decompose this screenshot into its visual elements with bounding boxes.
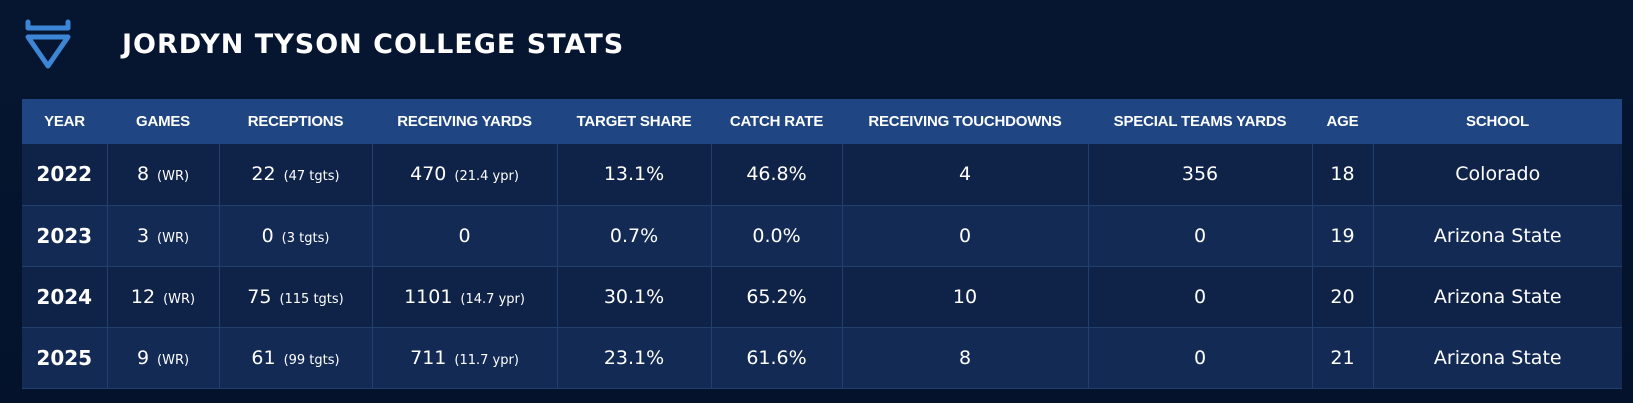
games-position-note: (WR)	[157, 352, 190, 368]
games-position-note: (WR)	[163, 291, 196, 307]
column-header-receiving-yards[interactable]: RECEIVING YARDS	[397, 113, 532, 130]
cell-age: 18	[1312, 144, 1374, 206]
games-position-note: (WR)	[157, 230, 190, 246]
cell-receiving-touchdowns: 8	[842, 327, 1089, 389]
cell-receptions: 61 (99 tgts)	[219, 327, 373, 389]
cell-special-teams-yards: 0	[1088, 266, 1313, 328]
cell-age: 19	[1312, 205, 1374, 267]
cell-year: 2022	[22, 144, 108, 206]
cell-receiving-touchdowns: 0	[842, 205, 1089, 267]
yards-value: 0	[458, 224, 471, 247]
table-row: 2024 12 (WR) 75 (115 tgts) 1101 (14.7 ypr) …	[22, 266, 1622, 328]
receptions-targets-note: (99 tgts)	[283, 352, 340, 368]
cell-receptions: 22 (47 tgts)	[219, 144, 373, 206]
column-header-games[interactable]: GAMES	[135, 113, 190, 130]
cell-school: Colorado	[1373, 144, 1622, 206]
cell-receiving-touchdowns: 10	[842, 266, 1089, 328]
cell-receiving-yards: 0	[372, 205, 558, 267]
games-value: 9	[136, 346, 150, 369]
cell-catch-rate: 65.2%	[711, 266, 843, 328]
page-header: JORDYN TYSON COLLEGE STATS	[20, 16, 624, 72]
receptions-value: 61	[251, 346, 276, 369]
cell-target-share: 0.7%	[557, 205, 712, 267]
yards-value: 711	[410, 346, 447, 369]
column-header-target-share[interactable]: TARGET SHARE	[576, 113, 692, 130]
cell-target-share: 13.1%	[557, 144, 712, 206]
receptions-value: 0	[261, 224, 274, 247]
cell-catch-rate: 46.8%	[711, 144, 843, 206]
cell-catch-rate: 0.0%	[711, 205, 843, 267]
receptions-value: 75	[247, 285, 272, 308]
table-header-row: YEAR GAMES RECEPTIONS RECEIVING YARDS TA…	[22, 99, 1622, 144]
cell-games: 3 (WR)	[107, 205, 220, 267]
yards-per-reception-note: (21.4 ypr)	[454, 169, 519, 185]
cell-school: Arizona State	[1373, 327, 1622, 389]
table-row: 2022 8 (WR) 22 (47 tgts) 470 (21.4 ypr) 13.…	[22, 144, 1622, 206]
cell-receiving-yards: 1101 (14.7 ypr)	[372, 266, 558, 328]
column-header-age[interactable]: AGE	[1326, 113, 1359, 130]
cell-school: Arizona State	[1373, 266, 1622, 328]
cell-special-teams-yards: 356	[1088, 144, 1313, 206]
table-row: 2025 9 (WR) 61 (99 tgts) 711 (11.7 ypr) 23.…	[22, 327, 1622, 389]
page-title: JORDYN TYSON COLLEGE STATS	[122, 28, 625, 60]
yards-per-reception-note: (14.7 ypr)	[460, 291, 525, 307]
cell-target-share: 23.1%	[557, 327, 712, 389]
column-header-catch-rate[interactable]: CATCH RATE	[729, 113, 824, 130]
college-stats-table: YEAR GAMES RECEPTIONS RECEIVING YARDS TA…	[22, 99, 1622, 389]
cell-age: 21	[1312, 327, 1374, 389]
cell-catch-rate: 61.6%	[711, 327, 843, 389]
shield-chevron-icon	[25, 19, 71, 69]
column-header-receptions[interactable]: RECEPTIONS	[247, 113, 344, 130]
games-value: 8	[136, 163, 150, 186]
column-header-special-teams-yards[interactable]: SPECIAL TEAMS YARDS	[1113, 113, 1287, 130]
cell-special-teams-yards: 0	[1088, 327, 1313, 389]
cell-receptions: 75 (115 tgts)	[219, 266, 373, 328]
column-header-receiving-touchdowns[interactable]: RECEIVING TOUCHDOWNS	[868, 113, 1062, 130]
games-position-note: (WR)	[157, 169, 190, 185]
yards-per-reception-note: (11.7 ypr)	[454, 352, 519, 368]
cell-receptions: 0 (3 tgts)	[219, 205, 373, 267]
receptions-value: 22	[251, 163, 276, 186]
games-value: 12	[130, 285, 156, 308]
yards-value: 1101	[404, 285, 453, 308]
cell-year: 2023	[22, 205, 108, 267]
cell-games: 12 (WR)	[107, 266, 220, 328]
cell-year: 2025	[22, 327, 108, 389]
cell-receiving-yards: 470 (21.4 ypr)	[372, 144, 558, 206]
cell-target-share: 30.1%	[557, 266, 712, 328]
cell-year: 2024	[22, 266, 108, 328]
cell-school: Arizona State	[1373, 205, 1622, 267]
receptions-targets-note: (115 tgts)	[279, 291, 344, 307]
receptions-targets-note: (47 tgts)	[283, 169, 340, 185]
cell-age: 20	[1312, 266, 1374, 328]
games-value: 3	[136, 224, 150, 247]
table-row: 2023 3 (WR) 0 (3 tgts) 0 0.7% 0.0% 0 0 19 …	[22, 205, 1622, 267]
cell-receiving-yards: 711 (11.7 ypr)	[372, 327, 558, 389]
receptions-targets-note: (3 tgts)	[281, 230, 330, 246]
cell-special-teams-yards: 0	[1088, 205, 1313, 267]
yards-value: 470	[410, 163, 447, 186]
column-header-school[interactable]: SCHOOL	[1466, 113, 1529, 130]
cell-receiving-touchdowns: 4	[842, 144, 1089, 206]
column-header-year[interactable]: YEAR	[44, 113, 85, 130]
cell-games: 8 (WR)	[107, 144, 220, 206]
cell-games: 9 (WR)	[107, 327, 220, 389]
